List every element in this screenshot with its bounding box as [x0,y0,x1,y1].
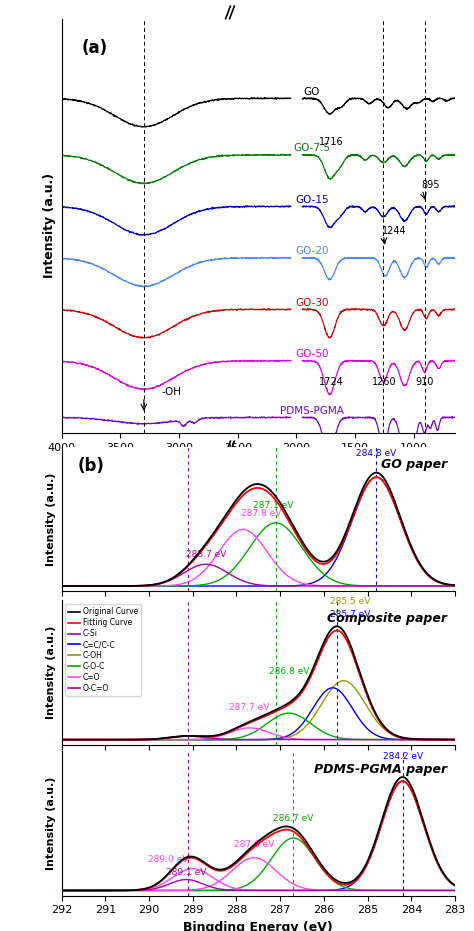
Y-axis label: Intensity (a.u.): Intensity (a.u.) [46,626,56,720]
Text: -OH: -OH [162,387,182,398]
Text: 289.1 eV: 289.1 eV [166,868,206,877]
Text: 284.8 eV: 284.8 eV [356,450,396,458]
Text: PDMS-PGMA paper: PDMS-PGMA paper [314,762,447,776]
Text: 287.6 eV: 287.6 eV [234,841,274,849]
Text: 285.7 eV: 285.7 eV [330,610,371,619]
Text: GO-15: GO-15 [295,195,328,205]
Text: 1260: 1260 [372,377,397,387]
Text: (a): (a) [82,39,108,58]
Text: 1724: 1724 [319,377,344,387]
Text: 895: 895 [421,181,439,191]
Text: Composite paper: Composite paper [327,612,447,625]
Text: 286.8 eV: 286.8 eV [269,667,309,676]
Text: 289.0 eV: 289.0 eV [148,855,188,864]
Text: GO: GO [303,87,320,97]
Text: GO-20: GO-20 [295,247,328,256]
Text: GO-50: GO-50 [295,349,328,359]
Y-axis label: Intensity (a.u.): Intensity (a.u.) [43,173,56,278]
X-axis label: Bingding Energy (eV): Bingding Energy (eV) [183,921,333,931]
Text: 284.2 eV: 284.2 eV [383,752,423,762]
Y-axis label: Intensity (a.u.): Intensity (a.u.) [46,776,56,870]
Text: 288.7 eV: 288.7 eV [186,550,226,560]
Text: (b): (b) [77,457,104,475]
Text: 1244: 1244 [382,225,407,236]
Text: 1716: 1716 [319,137,344,147]
Text: 286.7 eV: 286.7 eV [273,815,313,823]
Legend: Original Curve, Fitting Curve, C-Si, C=C/C-C, C-OH, C-O-C, C=O, O-C=O: Original Curve, Fitting Curve, C-Si, C=C… [65,604,141,695]
Y-axis label: Intensity (a.u.): Intensity (a.u.) [46,472,56,566]
X-axis label: Wavenumber (cm$^{-1}$): Wavenumber (cm$^{-1}$) [186,458,330,476]
Text: 910: 910 [415,377,434,387]
Text: 287.1 eV: 287.1 eV [254,502,294,510]
Text: PDMS-PGMA: PDMS-PGMA [280,406,344,416]
Text: GO paper: GO paper [381,458,447,471]
Text: 287.8 eV: 287.8 eV [241,508,281,518]
Text: 287.7 eV: 287.7 eV [229,703,270,711]
Text: GO-30: GO-30 [295,298,328,308]
Text: 285.5 eV: 285.5 eV [330,598,370,606]
Text: GO-7.5: GO-7.5 [293,143,330,154]
